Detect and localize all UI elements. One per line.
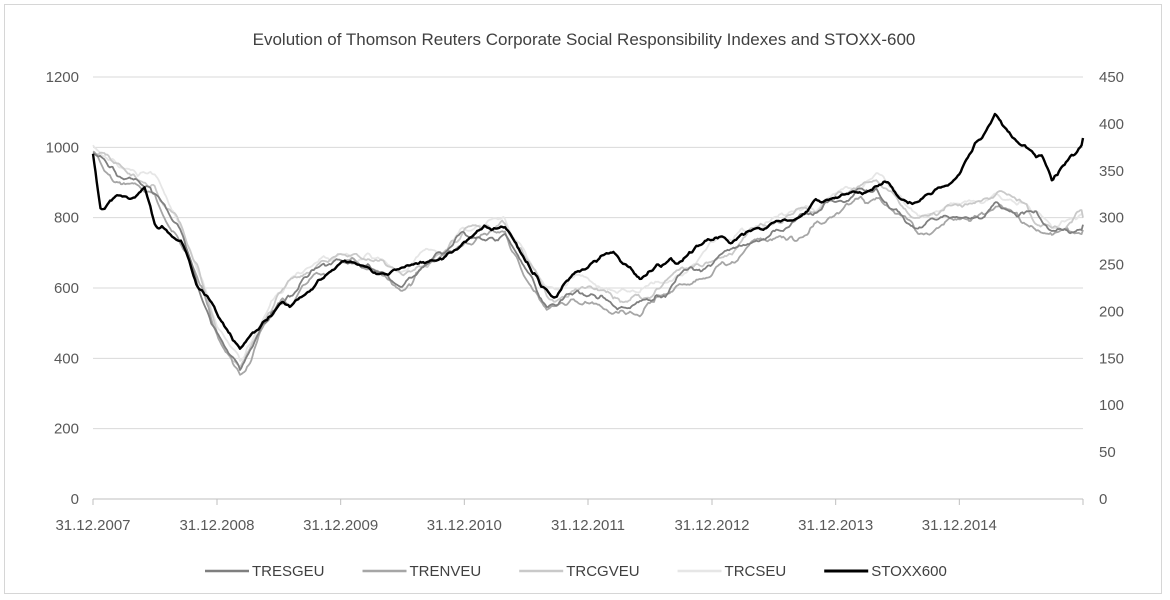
y-right-tick-label: 100	[1099, 397, 1124, 414]
x-tick-label: 31.12.2009	[303, 517, 378, 534]
y-right-tick-label: 50	[1099, 444, 1116, 461]
y-left-tick-label: 200	[54, 421, 79, 438]
series-line-trcgveu	[92, 151, 1084, 369]
gridlines	[93, 76, 1083, 430]
x-tick-label: 31.12.2013	[798, 517, 873, 534]
x-tick-label: 31.12.2014	[922, 517, 997, 534]
y-left-tick-label: 0	[71, 491, 79, 508]
y-axis-left-labels: 0 200 400 600 800 1000 1200	[46, 69, 79, 508]
x-axis: 31.12.2007 31.12.2008 31.12.2009 31.12.2010…	[55, 498, 1084, 534]
legend-label-trcseu: TRCSEU	[725, 563, 787, 580]
x-tick-label: 31.12.2010	[427, 517, 502, 534]
y-left-tick-label: 1200	[46, 69, 79, 86]
legend-label-stoxx600: STOXX600	[871, 563, 947, 580]
y-right-tick-label: 300	[1099, 210, 1124, 227]
x-tick-label: 31.12.2007	[55, 517, 130, 534]
x-tick-label: 31.12.2012	[674, 517, 749, 534]
y-left-tick-label: 1000	[46, 139, 79, 156]
x-tick-label: 31.12.2008	[179, 517, 254, 534]
y-right-tick-label: 250	[1099, 257, 1124, 274]
y-right-tick-label: 450	[1099, 69, 1124, 86]
y-axis-right-labels: 0 50 100 150 200 250 300 350 400 450	[1099, 69, 1124, 508]
legend-label-trenveu: TRENVEU	[410, 563, 482, 580]
legend-label-tresgeu: TRESGEU	[252, 563, 325, 580]
line-chart: Evolution of Thomson Reuters Corporate S…	[46, 30, 1124, 580]
chart-title: Evolution of Thomson Reuters Corporate S…	[253, 30, 916, 49]
chart-frame: Evolution of Thomson Reuters Corporate S…	[4, 4, 1162, 594]
series-line-trenveu	[92, 150, 1084, 376]
y-right-tick-label: 0	[1099, 491, 1107, 508]
series-line-trcseu	[92, 144, 1083, 362]
y-right-tick-label: 400	[1099, 116, 1124, 133]
y-right-tick-label: 350	[1099, 163, 1124, 180]
y-left-tick-label: 600	[54, 280, 79, 297]
y-left-tick-label: 400	[54, 350, 79, 367]
y-left-tick-label: 800	[54, 210, 79, 227]
series-line-stoxx600	[91, 112, 1085, 350]
x-tick-label: 31.12.2011	[551, 517, 625, 534]
y-right-tick-label: 150	[1099, 350, 1124, 367]
series-line-tresgeu	[92, 152, 1084, 371]
legend-label-trcgveu: TRCGVEU	[566, 563, 639, 580]
legend: TRESGEU TRENVEU TRCGVEU TRCSEU STOXX600	[205, 563, 947, 580]
y-right-tick-label: 200	[1099, 303, 1124, 320]
plot-area	[91, 112, 1085, 376]
